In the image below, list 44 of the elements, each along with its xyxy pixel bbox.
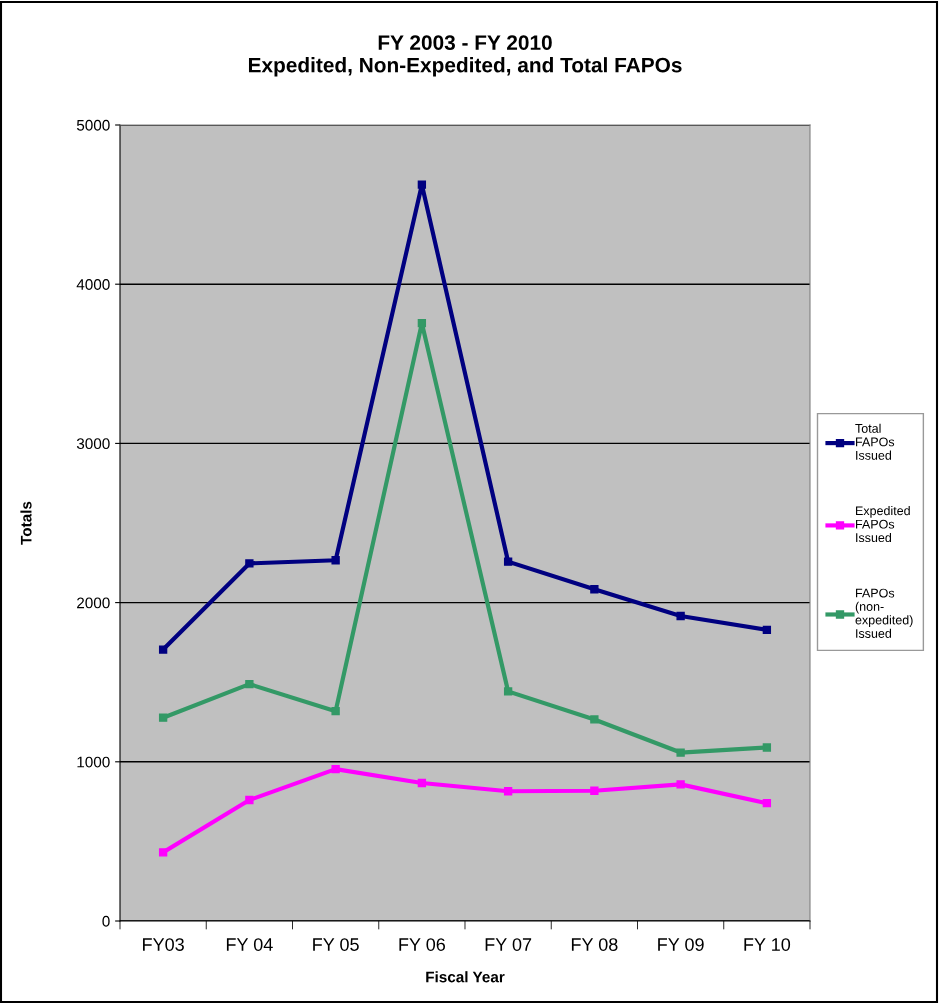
y-tick-label: 2000: [77, 597, 110, 609]
point: [676, 748, 685, 757]
legend-label: Expedited FAPOs Issued: [856, 505, 910, 543]
x-tick-label: FY 10: [744, 938, 791, 951]
y-axis-title: Totals: [20, 501, 32, 545]
legend-label: FAPOs (non- expedited) Issued: [855, 588, 913, 638]
x-tick-label: FY 05: [313, 938, 359, 951]
point: [245, 559, 254, 568]
x-tick-label: FY03: [143, 938, 184, 951]
point: [245, 795, 254, 805]
point: [762, 799, 772, 808]
point: [158, 848, 168, 857]
point: [158, 713, 168, 722]
chart-title: FY 2003 - FY 2010 Expedited, Non-Expedited, and Total FAPOs: [248, 35, 682, 77]
point: [331, 764, 340, 774]
point: [590, 786, 599, 795]
point: [417, 319, 427, 328]
point: [417, 180, 427, 189]
point: [676, 780, 685, 789]
x-tick-label: FY 07: [485, 938, 532, 951]
point: [590, 715, 599, 724]
y-tick-label: 0: [102, 915, 110, 927]
point: [245, 679, 254, 689]
legend-label: Total FAPOs Issued: [855, 423, 895, 460]
x-axis-title: Fiscal Year: [426, 971, 505, 983]
point: [158, 645, 168, 654]
point: [762, 743, 772, 752]
y-tick-label: 5000: [76, 119, 110, 131]
point: [503, 687, 513, 696]
y-tick-label: 1000: [77, 756, 110, 768]
x-tick-label: FY 04: [226, 938, 273, 951]
point: [331, 707, 340, 716]
point: [503, 787, 513, 796]
y-tick-label: 4000: [76, 279, 110, 290]
point: [503, 557, 513, 566]
x-tick-label: FY 09: [658, 938, 704, 951]
point: [417, 778, 427, 788]
point: [762, 625, 772, 634]
y-tick-label: 3000: [76, 438, 110, 450]
point: [590, 585, 599, 594]
x-tick-label: FY 08: [571, 938, 618, 951]
x-tick-label: FY 06: [399, 938, 446, 951]
point: [676, 611, 685, 621]
point: [331, 556, 340, 565]
